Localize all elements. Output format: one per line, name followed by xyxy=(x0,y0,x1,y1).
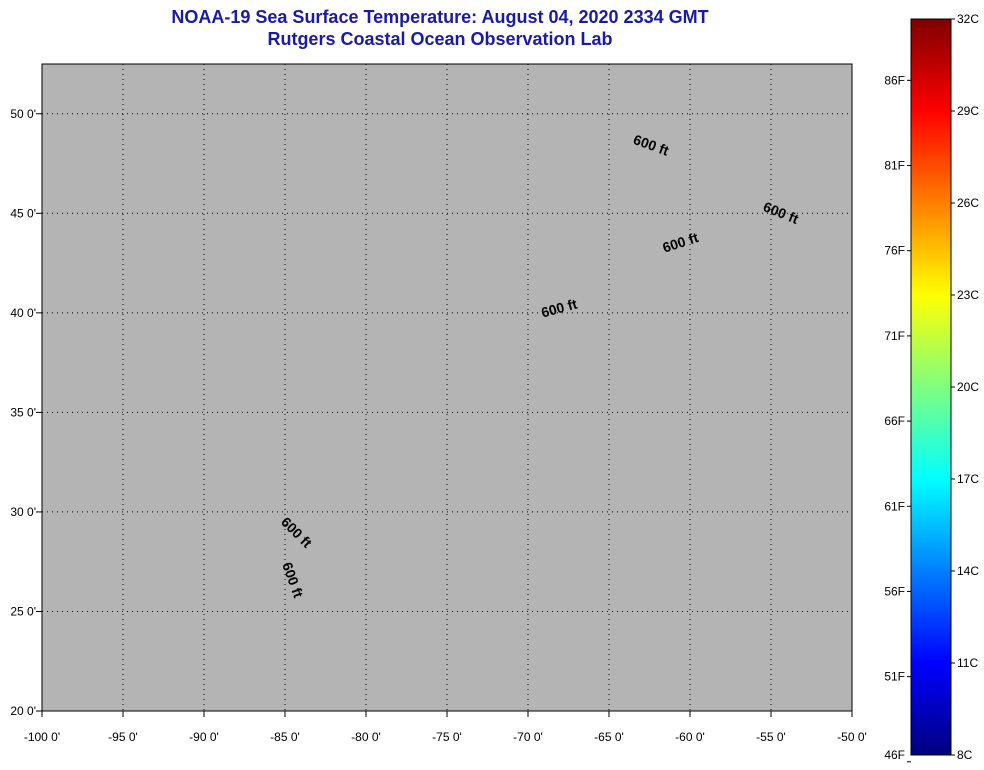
colorbar-fahrenheit-ticks: 86F 81F 76F 71F 66F 61F 56F 51F 46F xyxy=(884,73,911,763)
colorbar-fahrenheit-label: 86F xyxy=(884,73,905,87)
colorbar xyxy=(910,18,952,756)
colorbar-celsius-label: 20C xyxy=(957,380,979,394)
lon-tick-label: -95 0' xyxy=(108,730,138,744)
lat-tick-label: 50 0' xyxy=(10,107,36,121)
lat-tick-label: 20 0' xyxy=(10,704,36,718)
colorbar-fahrenheit-label: 66F xyxy=(884,414,905,428)
colorbar-fahrenheit-label: 76F xyxy=(884,244,905,258)
colorbar-celsius-label: 32C xyxy=(957,12,979,26)
colorbar-celsius-label: 23C xyxy=(957,288,979,302)
colorbar-celsius-label: 26C xyxy=(957,196,979,210)
lat-tick-label: 45 0' xyxy=(10,206,36,220)
colorbar-celsius-label: 11C xyxy=(957,656,978,670)
colorbar-celsius-label: 29C xyxy=(957,104,979,118)
colorbar-fahrenheit-label: 81F xyxy=(884,159,905,173)
map-gridlines xyxy=(42,64,852,711)
lon-tick-label: -55 0' xyxy=(756,730,786,744)
lat-tick-label: 25 0' xyxy=(10,604,36,618)
lat-tick-label: 40 0' xyxy=(10,306,36,320)
colorbar-celsius-label: 14C xyxy=(957,564,979,578)
lon-tick-label: -75 0' xyxy=(432,730,462,744)
lon-tick-label: -60 0' xyxy=(675,730,705,744)
lon-tick-label: -80 0' xyxy=(351,730,381,744)
lon-tick-label: -90 0' xyxy=(189,730,219,744)
lon-tick-label: -85 0' xyxy=(270,730,300,744)
lon-tick-label: -70 0' xyxy=(513,730,543,744)
colorbar-celsius-label: 17C xyxy=(957,472,979,486)
lat-tick-label: 35 0' xyxy=(10,405,36,419)
lon-tick-label: -100 0' xyxy=(24,730,60,744)
latitude-axis: 20 0' 25 0' 30 0' 35 0' 40 0' 45 0' 50 0' xyxy=(10,107,42,718)
colorbar-celsius-ticks: 32C 29C 26C 23C 20C 17C 14C 11C 8C xyxy=(951,12,979,762)
lon-tick-label: -50 0' xyxy=(837,730,867,744)
map-area xyxy=(41,63,853,712)
map-title: NOAA-19 Sea Surface Temperature: August … xyxy=(40,6,840,50)
colorbar-celsius-label: 8C xyxy=(957,748,973,762)
colorbar-fahrenheit-label: 71F xyxy=(884,329,905,343)
lon-tick-label: -65 0' xyxy=(594,730,624,744)
colorbar-fahrenheit-label: 61F xyxy=(884,499,905,513)
colorbar-fahrenheit-label: 56F xyxy=(884,584,905,598)
title-line-2: Rutgers Coastal Ocean Observation Lab xyxy=(267,29,613,49)
colorbar-fahrenheit-label: 46F xyxy=(884,748,905,762)
colorbar-fahrenheit-label: 51F xyxy=(884,670,905,684)
title-line-1: NOAA-19 Sea Surface Temperature: August … xyxy=(171,7,709,27)
lat-tick-label: 30 0' xyxy=(10,505,36,519)
longitude-axis: -100 0' -95 0' -90 0' -85 0' -80 0' -75 0' -70… xyxy=(24,711,867,744)
